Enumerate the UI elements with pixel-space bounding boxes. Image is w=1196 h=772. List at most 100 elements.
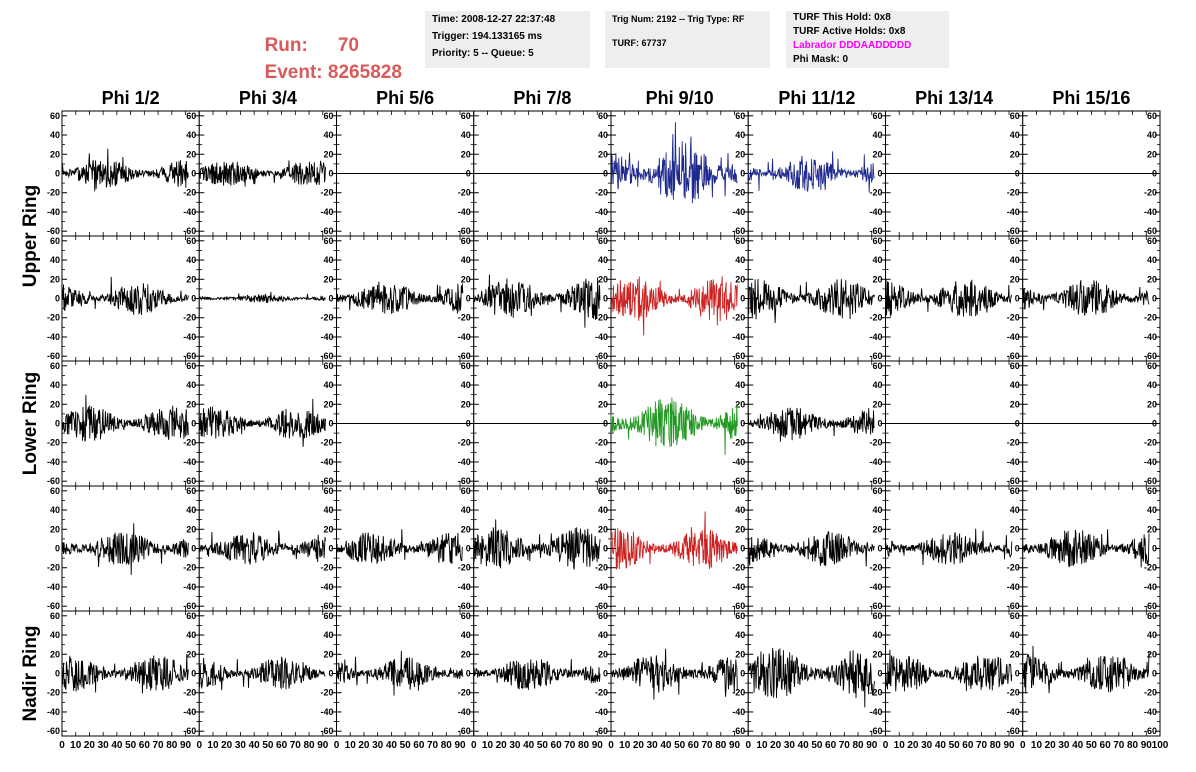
y-tick-label: 20 [872, 649, 882, 659]
x-tick-label: 60 [139, 740, 151, 751]
labrador-text: Labrador DDDAADDDDD [793, 40, 912, 51]
y-tick-label: 0 [877, 419, 882, 429]
y-tick-label: 20 [323, 524, 333, 534]
x-tick-label: 0 [1020, 740, 1026, 751]
y-tick-label: -60 [732, 601, 745, 611]
waveform-trace [747, 151, 875, 193]
y-tick-label: 20 [1010, 524, 1020, 534]
waveform-trace [198, 160, 326, 187]
y-tick-label: 20 [461, 524, 471, 534]
y-tick-label: -40 [1007, 332, 1020, 342]
y-tick-label: 20 [50, 399, 60, 409]
x-tick-label: 40 [386, 740, 398, 751]
y-tick-label: 40 [1010, 130, 1020, 140]
x-tick-label: 30 [921, 740, 933, 751]
y-tick-label: 0 [328, 544, 333, 554]
y-tick-label: 60 [323, 361, 333, 371]
y-tick-label: -60 [869, 351, 882, 361]
y-tick-label: 20 [186, 399, 196, 409]
waveform-trace [473, 274, 601, 328]
event-number: 8265828 [327, 62, 402, 83]
y-tick-label: 60 [872, 361, 882, 371]
y-tick-label: 0 [55, 169, 60, 179]
y-tick-label: -20 [732, 438, 745, 448]
waveform-trace [61, 394, 189, 442]
y-tick-label: -60 [47, 726, 60, 736]
waveform-trace [61, 276, 189, 316]
x-tick-label: 80 [715, 740, 727, 751]
y-tick-label: -20 [458, 313, 471, 323]
y-tick-label: -40 [595, 207, 608, 217]
y-tick-label: 60 [461, 236, 471, 246]
y-tick-label: -40 [869, 457, 882, 467]
y-tick-label: 0 [740, 669, 745, 679]
y-tick-label: -40 [47, 332, 60, 342]
y-tick-label: 40 [735, 130, 745, 140]
x-tick-label: 20 [84, 740, 96, 751]
y-tick-label: -20 [1007, 188, 1020, 198]
column-header: Phi 1/2 [102, 88, 160, 108]
y-tick-label: -60 [595, 601, 608, 611]
waveform-trace [747, 648, 875, 708]
column-header: Phi 5/6 [376, 88, 434, 108]
x-tick-label: 10 [894, 740, 906, 751]
x-tick-label: 20 [770, 740, 782, 751]
y-tick-label: -20 [183, 688, 196, 698]
x-tick-label: 40 [111, 740, 123, 751]
x-tick-label: 0 [471, 740, 477, 751]
y-tick-label: 60 [872, 486, 882, 496]
waveform-trace [61, 148, 189, 192]
y-tick-label: -60 [183, 351, 196, 361]
y-tick-label: 40 [50, 630, 60, 640]
x-tick-label: 50 [262, 740, 274, 751]
y-tick-label: 60 [598, 236, 608, 246]
y-tick-label: 20 [186, 274, 196, 284]
column-header: Phi 9/10 [646, 88, 714, 108]
y-tick-label: 40 [1010, 505, 1020, 515]
y-tick-label: -20 [595, 313, 608, 323]
y-tick-label: 60 [872, 236, 882, 246]
x-tick-label: 50 [125, 740, 137, 751]
y-tick-label: 0 [191, 419, 196, 429]
x-tick-label: 70 [564, 740, 576, 751]
y-tick-label: 60 [872, 111, 882, 121]
y-tick-label: 60 [186, 111, 196, 121]
run-label: Run: 70 [254, 13, 359, 57]
y-tick-label: -60 [732, 726, 745, 736]
x-tick-label: 30 [1058, 740, 1070, 751]
turf-text: TURF: 67737 [612, 38, 667, 48]
x-tick-label: 50 [400, 740, 412, 751]
y-tick-label: 20 [598, 399, 608, 409]
x-tick-label: 10 [207, 740, 219, 751]
x-tick-label: 20 [907, 740, 919, 751]
time-text: Time: 2008-12-27 22:37:48 [432, 14, 556, 25]
waveform-panel: -60 -60 -40 -40 -20 -20 0 0 20 20 40 40 60 60 [47, 610, 200, 737]
y-tick-label: 40 [323, 130, 333, 140]
y-tick-label: 40 [323, 380, 333, 390]
y-tick-label: -60 [595, 726, 608, 736]
y-tick-label: 40 [872, 130, 882, 140]
y-tick-label: 0 [603, 544, 608, 554]
y-tick-label: -60 [732, 476, 745, 486]
phi-mask-text: Phi Mask: 0 [793, 54, 849, 65]
y-tick-label: 0 [191, 669, 196, 679]
y-tick-label: 60 [598, 486, 608, 496]
y-tick-label: 20 [323, 274, 333, 284]
y-tick-label: 0 [877, 669, 882, 679]
y-tick-label: 60 [1147, 361, 1157, 371]
y-tick-label: 40 [872, 255, 882, 265]
y-tick-label: -60 [732, 226, 745, 236]
y-tick-label: 60 [1010, 611, 1020, 621]
y-tick-label: 40 [1010, 380, 1020, 390]
y-tick-label: 60 [461, 361, 471, 371]
